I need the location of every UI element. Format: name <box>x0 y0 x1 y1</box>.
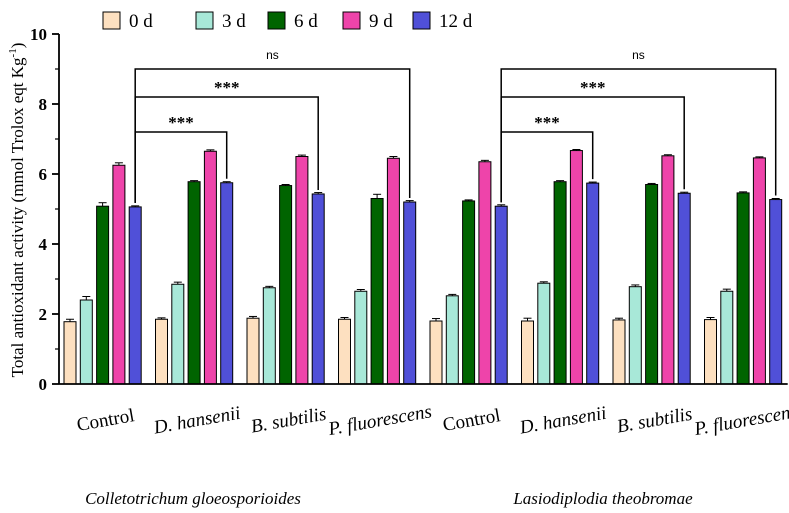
bar <box>63 321 77 385</box>
x-tick-label: B. subtilis <box>249 404 328 438</box>
group-label-lasiodiplodia: Lasiodiplodia theobromae <box>512 489 693 508</box>
bar <box>537 282 551 385</box>
bar <box>128 206 142 385</box>
bar <box>736 192 750 385</box>
bar <box>769 199 783 385</box>
bar <box>429 320 443 385</box>
y-tick-label: 10 <box>30 25 47 44</box>
bar <box>586 182 600 385</box>
bar <box>677 192 691 385</box>
bar <box>203 150 217 385</box>
significance-brackets: *** *** ns *** *** ns <box>134 48 777 203</box>
bar <box>112 164 126 385</box>
bars <box>63 149 783 385</box>
bar <box>354 290 368 385</box>
bar <box>220 182 234 385</box>
bar <box>445 295 459 385</box>
y-axis-label-superscript: -1 <box>7 48 19 57</box>
x-tick-label: P. fluorescens <box>326 401 434 440</box>
bar <box>569 150 583 385</box>
legend-label: 0 d <box>129 11 153 32</box>
significance-label: *** <box>580 78 606 97</box>
bar <box>628 286 642 385</box>
y-axis-label-main: Total antioxidant activity (mmol Trolox … <box>8 57 27 377</box>
legend-swatch <box>342 11 361 30</box>
bar <box>187 181 201 385</box>
legend-label: 3 d <box>222 11 246 32</box>
bar <box>338 318 351 385</box>
x-tick-label: D. hansenii <box>151 403 242 439</box>
bar <box>295 156 309 385</box>
legend: 0 d 3 d 6 d 9 d 12 d <box>102 11 473 32</box>
bar <box>478 161 492 385</box>
bar <box>155 318 168 385</box>
significance-label: ns <box>632 48 645 62</box>
significance-bracket <box>134 68 411 203</box>
x-tick-label: Control <box>441 405 502 436</box>
bar <box>96 205 110 385</box>
y-tick-label: 8 <box>39 95 48 114</box>
group-label-colletotrichum: Colletotrichum gloeosporioides <box>85 489 301 508</box>
y-axis: 0 2 4 6 8 10 <box>30 25 60 394</box>
y-tick-label: 6 <box>39 165 48 184</box>
legend-swatch <box>267 11 286 30</box>
bar <box>612 319 626 385</box>
legend-swatch <box>195 11 214 30</box>
y-axis-label-end: ) <box>8 43 27 49</box>
significance-bracket <box>500 68 777 203</box>
x-tick-label: B. subtilis <box>615 404 694 438</box>
x-tick-label: P. fluorescens <box>692 401 789 440</box>
bar <box>171 283 185 385</box>
significance-label: ns <box>266 48 279 62</box>
legend-swatch <box>412 11 431 30</box>
bar <box>370 198 384 385</box>
bar <box>661 155 675 385</box>
bar <box>521 320 534 385</box>
bar <box>246 317 260 385</box>
bar <box>645 184 659 385</box>
bar <box>79 299 93 385</box>
x-tick-label: D. hansenii <box>517 403 608 439</box>
y-tick-label: 4 <box>39 235 48 254</box>
significance-label: *** <box>534 113 560 132</box>
bar <box>279 185 293 385</box>
legend-swatch <box>102 11 121 30</box>
y-tick-label: 2 <box>39 305 48 324</box>
y-axis-label: Total antioxidant activity (mmol Trolox … <box>7 43 27 378</box>
bar <box>494 205 508 385</box>
legend-label: 9 d <box>369 11 393 32</box>
y-tick-label: 0 <box>39 375 48 394</box>
bar <box>752 157 766 385</box>
bar <box>704 319 717 385</box>
legend-label: 12 d <box>439 11 473 32</box>
bar <box>311 193 325 385</box>
bar <box>720 290 734 385</box>
bar <box>386 157 400 385</box>
significance-label: *** <box>168 113 194 132</box>
bar <box>262 287 276 385</box>
significance-label: *** <box>214 78 240 97</box>
bar <box>403 201 417 385</box>
bar <box>462 200 476 385</box>
legend-label: 6 d <box>294 11 318 32</box>
x-tick-label: Control <box>75 405 136 436</box>
bar <box>553 181 567 385</box>
